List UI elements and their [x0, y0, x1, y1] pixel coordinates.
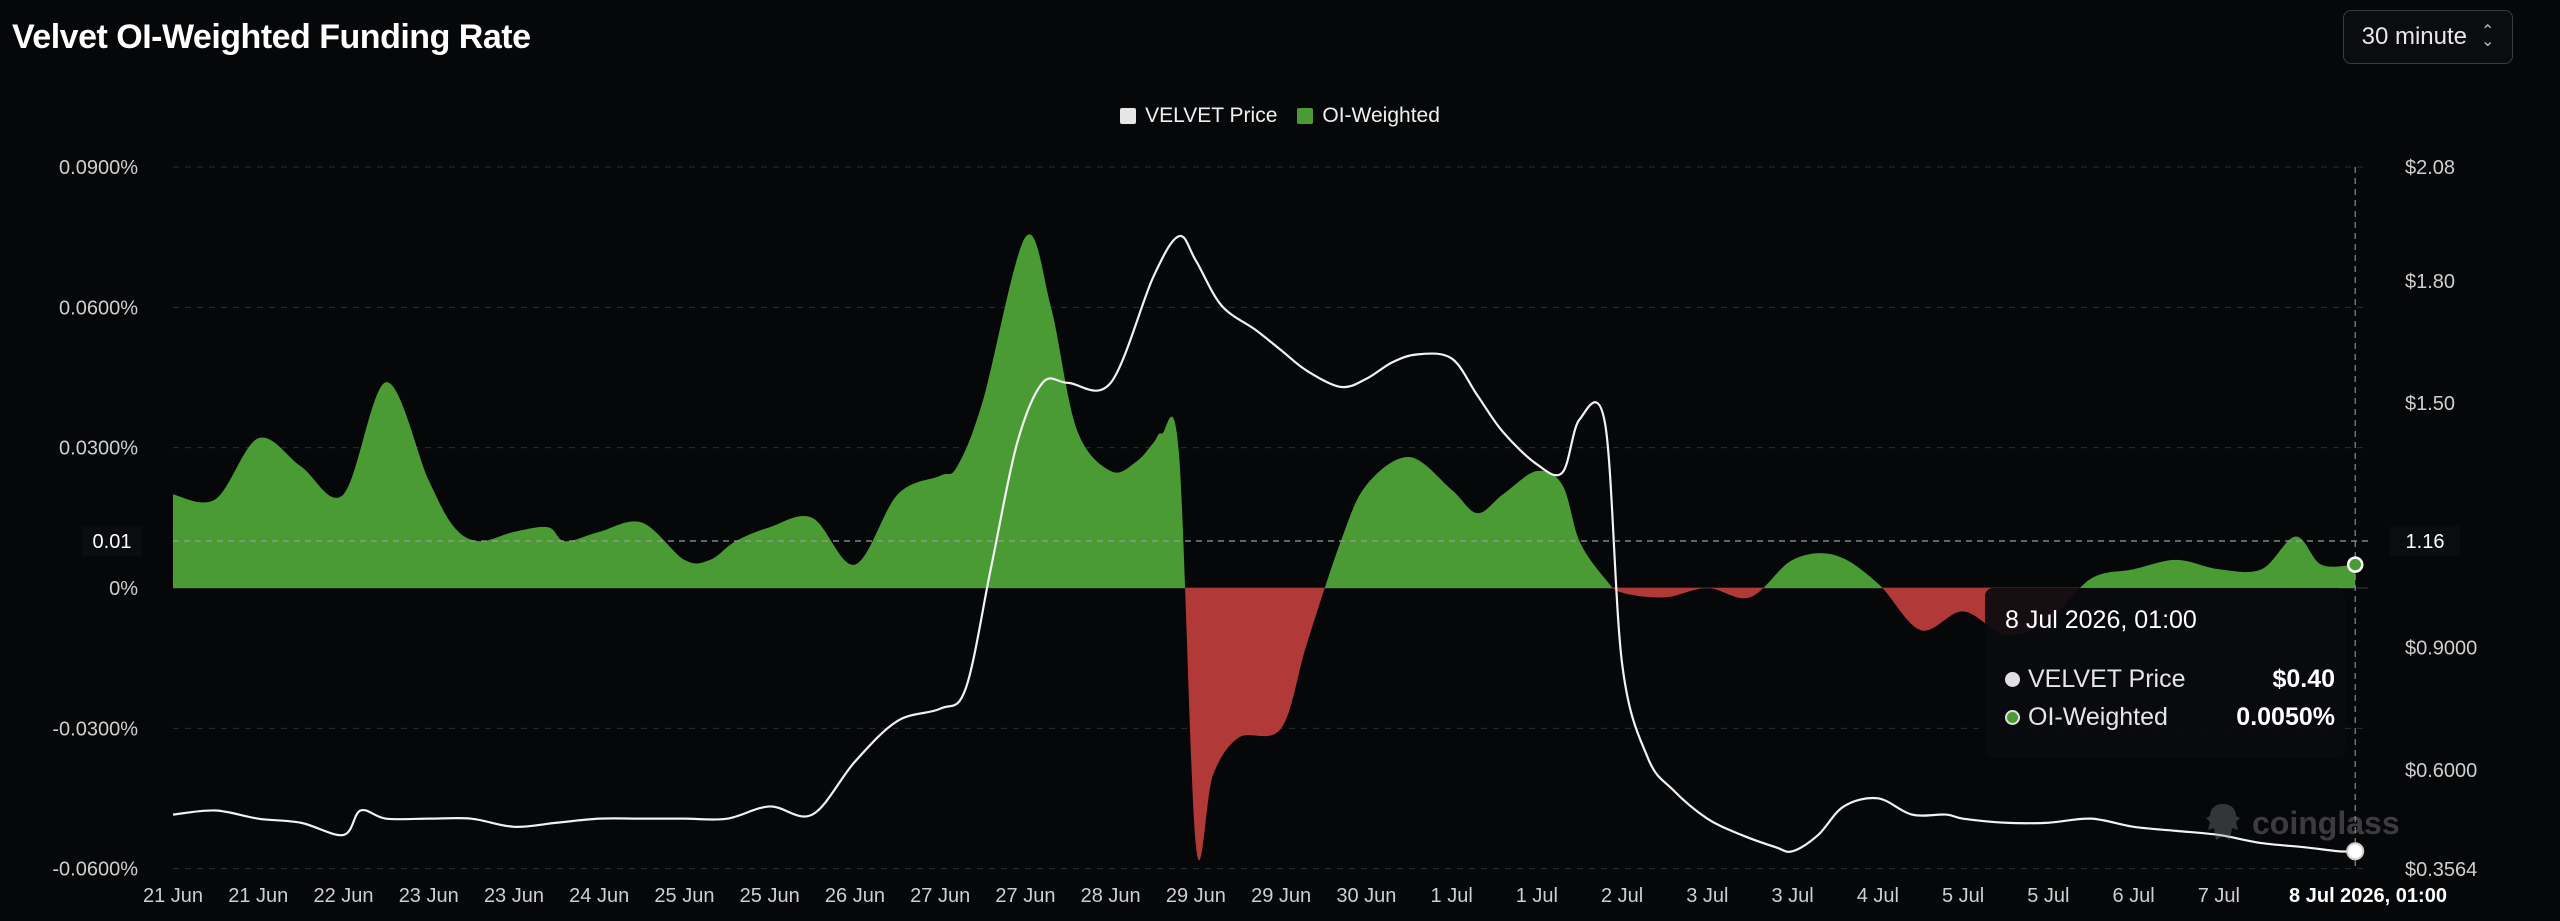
crosshair-point-oi-weighted — [2346, 556, 2364, 573]
x-tick-label: 29 Jun — [1166, 885, 1226, 907]
tooltip-row-price: VELVET Price $0.40 — [2005, 665, 2335, 694]
coinglass-watermark: coinglass — [2200, 800, 2400, 846]
x-tick-label: 8 Jul 2026, 01:00 — [2289, 885, 2447, 907]
tooltip-row-oi-weighted: OI-Weighted 0.0050% — [2005, 703, 2335, 732]
oi-weighted-positive-area — [173, 234, 2356, 588]
x-tick-label: 5 Jul — [1942, 885, 1984, 907]
left-tick-label: 0% — [109, 578, 138, 600]
x-tick-label: 24 Jun — [569, 885, 629, 907]
left-tick-label: -0.0600% — [52, 859, 138, 881]
x-tick-label: 4 Jul — [1857, 885, 1899, 907]
x-tick-label: 30 Jun — [1336, 885, 1396, 907]
tooltip-value-price: $0.40 — [2272, 665, 2335, 693]
price-line-group — [172, 234, 2356, 853]
x-axis-ticks: 21 Jun 21 Jun 22 Jun 23 Jun 23 Jun 24 Jun 25 J… — [143, 885, 2447, 907]
legend-label-price: VELVET Price — [1145, 104, 1278, 127]
left-tick-label: 0.0900% — [59, 157, 138, 179]
left-tick-label: 0.0600% — [59, 297, 138, 319]
tooltip-time: 8 Jul 2026, 01:00 — [2005, 606, 2197, 634]
x-tick-label: 2 Jul — [1601, 885, 1643, 907]
right-tick-label: $1.50 — [2405, 393, 2455, 415]
x-tick-label: 26 Jun — [825, 885, 885, 907]
chevron-updown-icon: ⌃ ⌄ — [2481, 23, 2495, 50]
legend-item-oi-weighted[interactable]: OI-Weighted — [1297, 104, 1440, 128]
coinglass-logo-icon — [2206, 804, 2240, 840]
oi-weighted-positive-fill — [173, 234, 2356, 588]
legend-label-oi-weighted: OI-Weighted — [1322, 104, 1440, 127]
right-tick-label: $0.3564 — [2405, 859, 2477, 881]
tooltip-label-oi-weighted: OI-Weighted — [2028, 703, 2168, 731]
watermark-text: coinglass — [2252, 804, 2400, 841]
interval-select[interactable]: 30 minute ⌃ ⌄ — [2343, 10, 2513, 64]
x-tick-label: 25 Jun — [740, 885, 800, 907]
crosshair: 0.01 1.16 — [82, 167, 2460, 869]
x-tick-label: 21 Jun — [143, 885, 203, 907]
x-tick-label: 21 Jun — [228, 885, 288, 907]
chart-tooltip: 8 Jul 2026, 01:00 VELVET Price $0.40 OI-… — [1985, 588, 2345, 758]
grid-lines — [173, 166, 2368, 870]
oi-weighted-negative-fill — [173, 588, 2356, 861]
legend-item-price[interactable]: VELVET Price — [1120, 104, 1277, 128]
tooltip-label-price: VELVET Price — [2028, 665, 2186, 693]
x-tick-label: 23 Jun — [399, 885, 459, 907]
right-tick-label: $0.9000 — [2405, 638, 2477, 660]
chart-legend: VELVET Price OI-Weighted — [0, 104, 2560, 128]
x-tick-label: 7 Jul — [2198, 885, 2240, 907]
x-tick-label: 6 Jul — [2112, 885, 2154, 907]
x-tick-label: 25 Jun — [654, 885, 714, 907]
tooltip-dot-price — [2005, 672, 2020, 687]
x-tick-label: 29 Jun — [1251, 885, 1311, 907]
crosshair-right-label: 1.16 — [2406, 531, 2445, 553]
crosshair-right-label-bg — [2390, 526, 2460, 556]
page-title: Velvet OI-Weighted Funding Rate — [12, 18, 531, 56]
x-tick-label: 1 Jul — [1431, 885, 1473, 907]
crosshair-left-label-bg — [82, 526, 142, 556]
x-tick-label: 27 Jun — [995, 885, 1055, 907]
crosshair-point-price — [2346, 842, 2365, 861]
crosshair-left-label: 0.01 — [93, 531, 132, 553]
x-tick-label: 28 Jun — [1081, 885, 1141, 907]
right-tick-label: $1.80 — [2405, 271, 2455, 293]
left-tick-label: -0.0300% — [52, 718, 138, 740]
x-tick-label: 3 Jul — [1771, 885, 1813, 907]
x-tick-label: 27 Jun — [910, 885, 970, 907]
x-tick-label: 22 Jun — [313, 885, 373, 907]
legend-swatch-price — [1120, 108, 1137, 124]
left-axis-ticks: 0.0900% 0.0600% 0.0300% 0% -0.0300% -0.0600% — [52, 157, 138, 881]
x-tick-label: 1 Jul — [1516, 885, 1558, 907]
legend-swatch-oi-weighted — [1297, 108, 1314, 124]
x-tick-label: 5 Jul — [2027, 885, 2069, 907]
left-tick-label: 0.0300% — [59, 438, 138, 460]
interval-select-label: 30 minute — [2361, 23, 2467, 50]
price-line — [172, 234, 2356, 853]
right-tick-label: $0.6000 — [2405, 760, 2477, 782]
right-axis-ticks: $2.08 $1.80 $1.50 $0.9000 $0.6000 $0.3564 — [2405, 157, 2477, 881]
x-tick-label: 23 Jun — [484, 885, 544, 907]
tooltip-value-oi-weighted: 0.0050% — [2236, 703, 2335, 731]
right-tick-label: $2.08 — [2405, 157, 2455, 179]
x-tick-label: 3 Jul — [1686, 885, 1728, 907]
tooltip-dot-oi-weighted — [2005, 710, 2020, 725]
oi-weighted-negative-area — [173, 588, 2356, 861]
